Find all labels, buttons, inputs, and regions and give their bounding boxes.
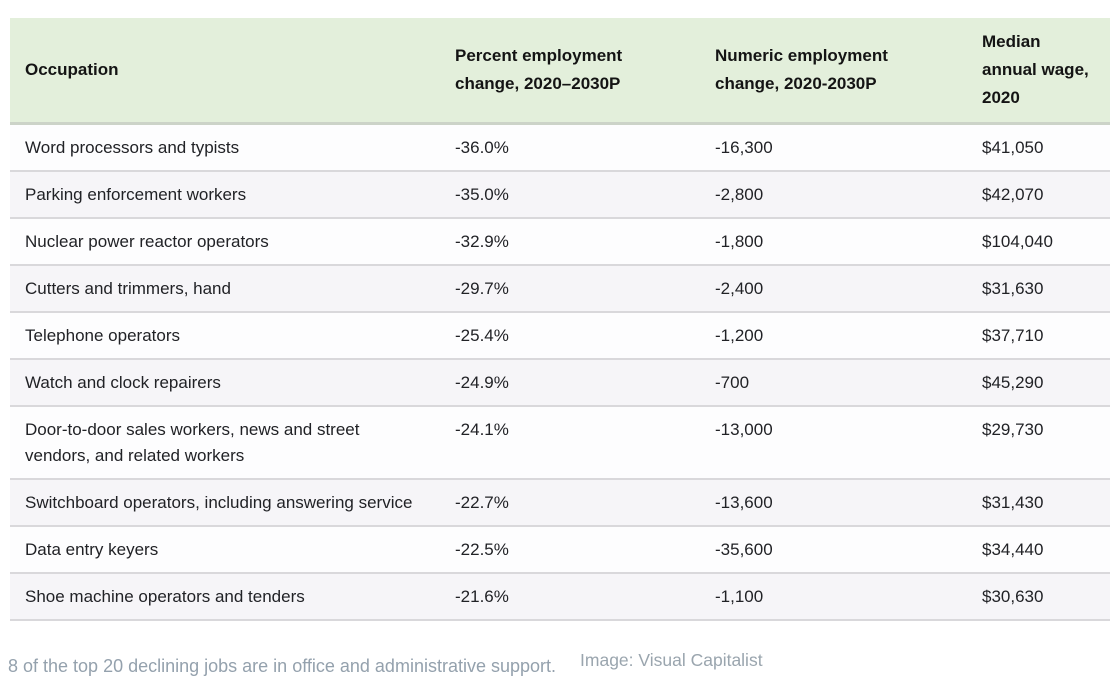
occupation-cell: Parking enforcement workers [10,170,440,218]
numeric-cell: -13,000 [700,405,967,479]
wage-cell: $31,430 [967,478,1110,526]
table-row: Nuclear power reactor operators -32.9% -… [10,217,1110,265]
declining-jobs-table-container: Occupation Percent employment change, 20… [10,18,1110,621]
percent-cell: -24.1% [440,405,700,479]
numeric-cell: -1,100 [700,572,967,621]
numeric-cell: -35,600 [700,525,967,573]
declining-jobs-table: Occupation Percent employment change, 20… [10,18,1110,621]
wage-cell: $45,290 [967,358,1110,406]
percent-cell: -24.9% [440,358,700,406]
table-row: Watch and clock repairers -24.9% -700 $4… [10,358,1110,406]
numeric-cell: -1,800 [700,217,967,265]
occupation-cell: Shoe machine operators and tenders [10,572,440,621]
percent-cell: -29.7% [440,264,700,312]
occupation-cell: Telephone operators [10,311,440,359]
table-caption: 8 of the top 20 declining jobs are in of… [8,656,557,676]
numeric-cell: -2,800 [700,170,967,218]
header-row: Occupation Percent employment change, 20… [10,18,1110,125]
wage-cell: $41,050 [982,138,1044,157]
wage-cell: $29,730 [967,405,1110,479]
numeric-cell: -700 [700,358,967,406]
numeric-cell: -1,200 [700,311,967,359]
table-row: Telephone operators -25.4% -1,200 $37,71… [10,311,1110,359]
table-row: Cutters and trimmers, hand -29.7% -2,400… [10,264,1110,312]
header-occupation: Occupation [10,18,440,125]
wage-cell: $104,040 [967,217,1110,265]
percent-cell: -32.9% [440,217,700,265]
percent-cell: -25.4% [440,311,700,359]
wage-cell: $37,710 [967,311,1110,359]
table-row: Word processors and typists -36.0% -16,3… [10,123,1110,171]
table-row: Switchboard operators, including answeri… [10,478,1110,526]
table-row: Data entry keyers -22.5% -35,600 $34,440 [10,525,1110,573]
percent-cell: -21.6% [440,572,700,621]
occupation-cell: Nuclear power reactor operators [10,217,440,265]
table-body: Word processors and typists -36.0% -16,3… [10,123,1110,621]
footer: 8 of the top 20 declining jobs are in of… [8,644,1108,677]
table-header: Occupation Percent employment change, 20… [10,18,1110,125]
wage-cell: $30,630 [967,572,1110,621]
table-row: Door-to-door sales workers, news and str… [10,405,1110,479]
table-row: Shoe machine operators and tenders -21.6… [10,572,1110,621]
occupation-cell: Switchboard operators, including answeri… [10,478,440,526]
occupation-cell: Cutters and trimmers, hand [10,264,440,312]
numeric-cell: -13,600 [700,478,967,526]
occupation-cell: Word processors and typists [25,138,240,157]
numeric-cell: -16,300 [715,138,773,157]
numeric-cell: -2,400 [700,264,967,312]
table-row: Parking enforcement workers -35.0% -2,80… [10,170,1110,218]
header-median-wage: Median annual wage, 2020 [967,18,1110,125]
percent-cell: -22.5% [440,525,700,573]
percent-cell: -35.0% [440,170,700,218]
wage-cell: $34,440 [967,525,1110,573]
header-numeric-change: Numeric employment change, 2020-2030P [700,18,967,125]
occupation-cell: Data entry keyers [10,525,440,573]
percent-cell: -22.7% [440,478,700,526]
occupation-cell: Door-to-door sales workers, news and str… [10,405,440,479]
image-credit: Image: Visual Capitalist [580,650,763,670]
header-percent-change: Percent employment change, 2020–2030P [440,18,700,125]
wage-cell: $31,630 [967,264,1110,312]
percent-cell: -36.0% [455,138,509,157]
wage-cell: $42,070 [967,170,1110,218]
occupation-cell: Watch and clock repairers [10,358,440,406]
